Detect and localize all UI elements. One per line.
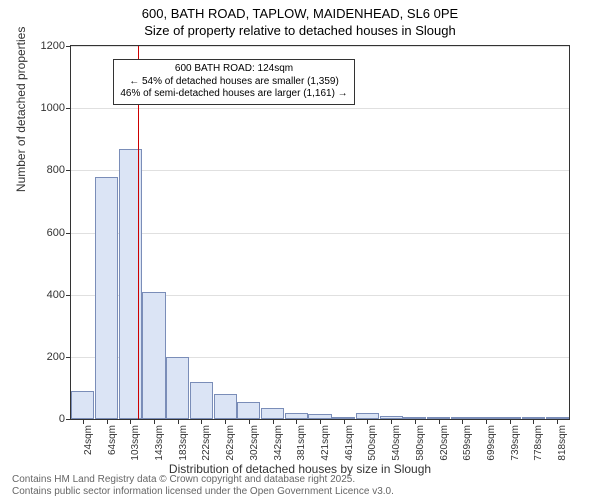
xtick-mark: [415, 419, 416, 424]
xtick-mark: [439, 419, 440, 424]
xtick-mark: [154, 419, 155, 424]
xtick-label: 103sqm: [130, 425, 141, 461]
xtick-label: 421sqm: [320, 425, 331, 461]
annotation-line2: ← 54% of detached houses are smaller (1,…: [120, 76, 347, 89]
xtick-mark: [225, 419, 226, 424]
footer-attribution: Contains HM Land Registry data © Crown c…: [12, 474, 394, 498]
chart-container: 600, BATH ROAD, TAPLOW, MAIDENHEAD, SL6 …: [0, 0, 600, 500]
histogram-bar: [214, 394, 237, 419]
xtick-mark: [344, 419, 345, 424]
xtick-label: 659sqm: [462, 425, 473, 461]
ytick-mark: [66, 233, 71, 234]
footer-line1: Contains HM Land Registry data © Crown c…: [12, 474, 394, 486]
ytick-mark: [66, 46, 71, 47]
ytick-label: 1200: [41, 40, 65, 52]
xtick-label: 620sqm: [439, 425, 450, 461]
annotation-line1: 600 BATH ROAD: 124sqm: [120, 63, 347, 76]
xtick-label: 739sqm: [510, 425, 521, 461]
plot-area: 02004006008001000120024sqm64sqm103sqm143…: [70, 45, 570, 420]
xtick-label: 24sqm: [83, 425, 94, 455]
xtick-label: 461sqm: [344, 425, 355, 461]
ytick-mark: [66, 357, 71, 358]
histogram-bar: [261, 408, 284, 419]
ytick-label: 200: [47, 351, 65, 363]
xtick-mark: [557, 419, 558, 424]
xtick-mark: [107, 419, 108, 424]
xtick-mark: [533, 419, 534, 424]
histogram-bar: [190, 382, 213, 419]
xtick-mark: [178, 419, 179, 424]
xtick-label: 500sqm: [367, 425, 378, 461]
title-block: 600, BATH ROAD, TAPLOW, MAIDENHEAD, SL6 …: [0, 0, 600, 40]
histogram-bar: [237, 402, 260, 419]
xtick-mark: [83, 419, 84, 424]
histogram-bar: [142, 292, 165, 419]
histogram-bar: [95, 177, 118, 419]
xtick-label: 342sqm: [273, 425, 284, 461]
xtick-mark: [273, 419, 274, 424]
xtick-label: 381sqm: [296, 425, 307, 461]
xtick-mark: [462, 419, 463, 424]
ytick-mark: [66, 108, 71, 109]
xtick-label: 302sqm: [249, 425, 260, 461]
histogram-bar: [166, 357, 189, 419]
ytick-mark: [66, 295, 71, 296]
ytick-label: 0: [59, 413, 65, 425]
histogram-bar: [71, 391, 94, 419]
xtick-label: 818sqm: [557, 425, 568, 461]
title-line2: Size of property relative to detached ho…: [0, 23, 600, 40]
y-axis-label: Number of detached properties: [14, 27, 28, 192]
gridline: [71, 46, 569, 47]
ytick-label: 1000: [41, 102, 65, 114]
annotation-line3: 46% of semi-detached houses are larger (…: [120, 88, 347, 101]
xtick-label: 183sqm: [178, 425, 189, 461]
xtick-label: 143sqm: [154, 425, 165, 461]
xtick-label: 580sqm: [415, 425, 426, 461]
ytick-label: 400: [47, 289, 65, 301]
gridline: [71, 170, 569, 171]
ytick-label: 800: [47, 164, 65, 176]
gridline: [71, 108, 569, 109]
ytick-mark: [66, 419, 71, 420]
annotation-box: 600 BATH ROAD: 124sqm← 54% of detached h…: [113, 59, 354, 105]
xtick-mark: [320, 419, 321, 424]
gridline: [71, 233, 569, 234]
xtick-mark: [130, 419, 131, 424]
xtick-mark: [510, 419, 511, 424]
xtick-mark: [391, 419, 392, 424]
xtick-mark: [367, 419, 368, 424]
xtick-label: 699sqm: [486, 425, 497, 461]
xtick-mark: [249, 419, 250, 424]
footer-line2: Contains public sector information licen…: [12, 486, 394, 498]
ytick-mark: [66, 170, 71, 171]
xtick-mark: [201, 419, 202, 424]
xtick-mark: [486, 419, 487, 424]
xtick-label: 64sqm: [107, 425, 118, 455]
title-line1: 600, BATH ROAD, TAPLOW, MAIDENHEAD, SL6 …: [0, 6, 600, 23]
xtick-label: 778sqm: [533, 425, 544, 461]
xtick-label: 222sqm: [201, 425, 212, 461]
ytick-label: 600: [47, 227, 65, 239]
xtick-label: 262sqm: [225, 425, 236, 461]
xtick-label: 540sqm: [391, 425, 402, 461]
xtick-mark: [296, 419, 297, 424]
